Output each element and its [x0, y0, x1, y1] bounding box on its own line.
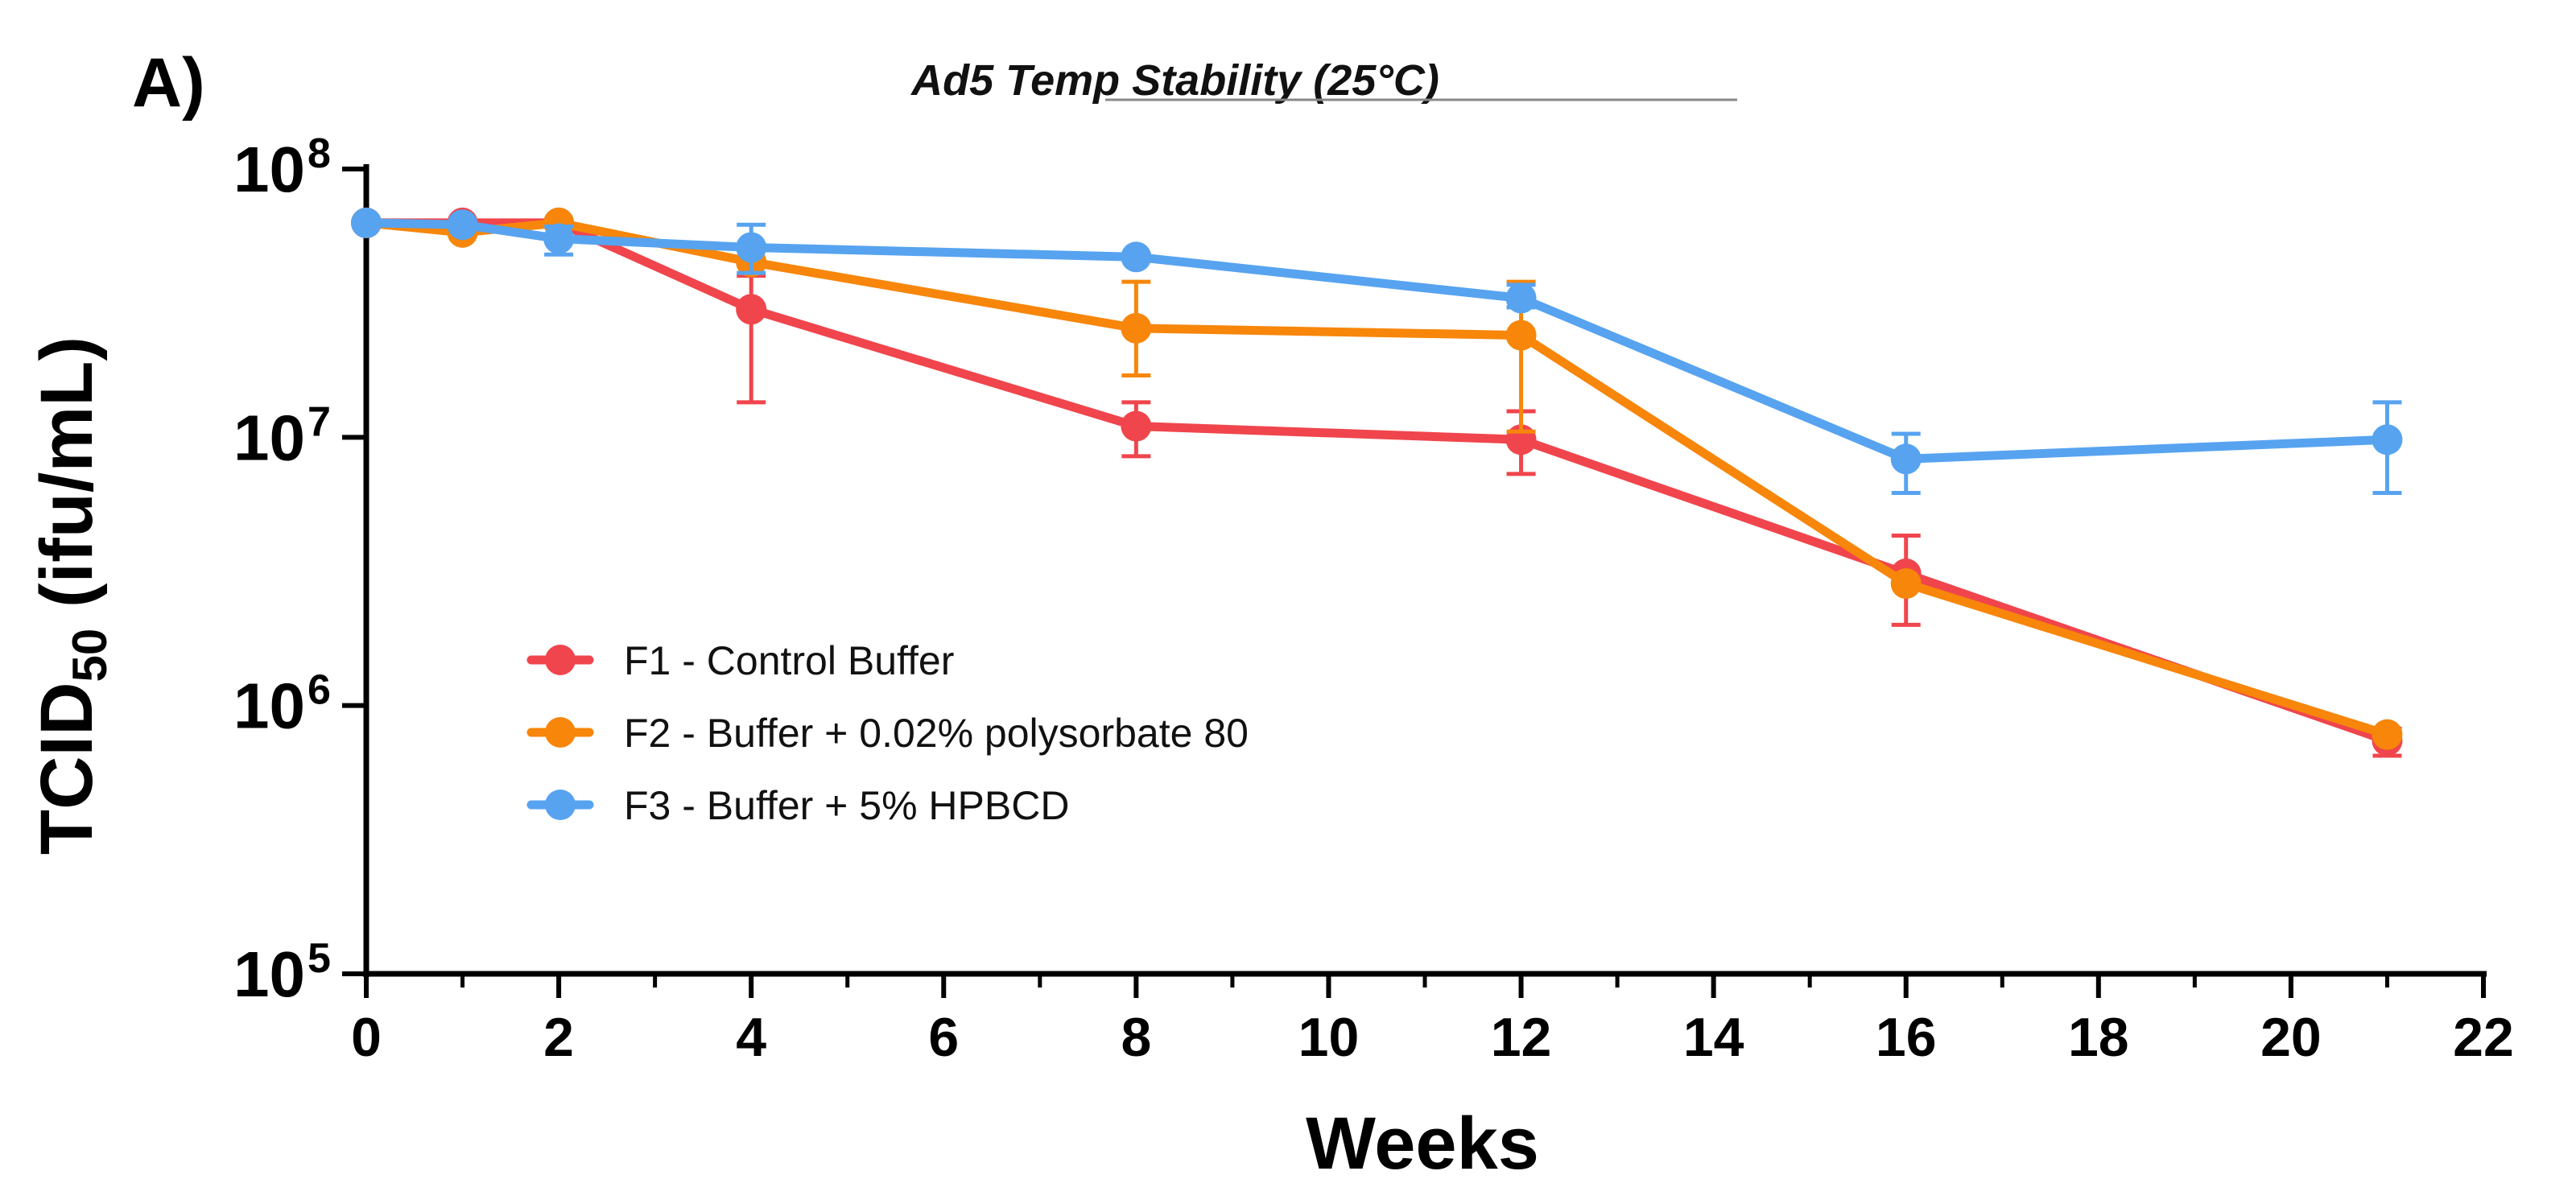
data-point [736, 232, 767, 263]
y-tick-label: 10 [233, 134, 305, 205]
data-point [351, 207, 382, 238]
x-tick-label: 10 [1298, 1007, 1360, 1068]
legend-label: F3 - Buffer + 5% HPBCD [624, 783, 1069, 828]
legend-swatch-marker [545, 790, 576, 820]
data-point [1121, 241, 1152, 273]
y-tick-exponent: 6 [308, 667, 331, 714]
x-tick-label: 22 [2453, 1007, 2514, 1068]
y-tick-label: 10 [233, 938, 305, 1010]
legend-swatch-marker [545, 645, 576, 675]
legend-swatch-marker [545, 717, 576, 748]
y-tick-exponent: 5 [308, 935, 331, 982]
data-point [736, 294, 767, 325]
x-tick-label: 6 [928, 1007, 959, 1068]
panel-label: A) [132, 44, 205, 122]
series-layer [351, 207, 2403, 758]
data-point [2372, 719, 2403, 750]
data-point [1121, 312, 1152, 344]
y-axis-label-main: TCID [26, 682, 108, 855]
chart-title: Ad5 Temp Stability (25°C) [910, 56, 1439, 105]
y-axis-label: TCID50 (ifu/mL) [26, 336, 117, 855]
legend: F1 - Control Buffer F2 - Buffer + 0.02% p… [526, 638, 1249, 828]
data-point [1890, 568, 1922, 600]
y-tick-label: 10 [233, 402, 305, 473]
x-tick-label: 16 [1876, 1007, 1937, 1068]
x-tick-label: 18 [2068, 1007, 2129, 1068]
data-point [543, 223, 575, 254]
legend-entry: F3 - Buffer + 5% HPBCD [526, 783, 1069, 828]
data-point [1890, 443, 1922, 475]
data-point [1505, 282, 1537, 314]
x-axis-ticks: 0 2 4 6 8 10 12 14 16 18 20 22 [351, 974, 2514, 1068]
series-3 [351, 207, 2403, 496]
y-tick-label: 10 [233, 670, 305, 742]
legend-entry: F2 - Buffer + 0.02% polysorbate 80 [526, 711, 1249, 756]
y-tick-exponent: 8 [308, 130, 331, 177]
x-tick-label: 20 [2260, 1007, 2322, 1068]
data-point [1505, 320, 1537, 351]
y-axis-label-unit: (ifu/mL) [26, 336, 108, 629]
legend-label: F1 - Control Buffer [624, 638, 954, 683]
x-axis-label: Weeks [1306, 1103, 1539, 1185]
series-line [361, 218, 2392, 464]
y-axis-label-subscript: 50 [63, 629, 117, 682]
data-point [2372, 424, 2403, 456]
y-tick-exponent: 7 [308, 398, 331, 445]
x-tick-label: 12 [1491, 1007, 1552, 1068]
x-tick-label: 14 [1683, 1007, 1744, 1068]
x-tick-label: 0 [351, 1007, 382, 1068]
x-tick-label: 4 [736, 1007, 766, 1068]
data-point [1121, 410, 1152, 442]
x-tick-label: 8 [1121, 1007, 1151, 1068]
x-tick-label: 2 [543, 1007, 574, 1068]
legend-label: F2 - Buffer + 0.02% polysorbate 80 [624, 711, 1249, 756]
data-point [447, 209, 478, 241]
legend-entry: F1 - Control Buffer [526, 638, 954, 683]
